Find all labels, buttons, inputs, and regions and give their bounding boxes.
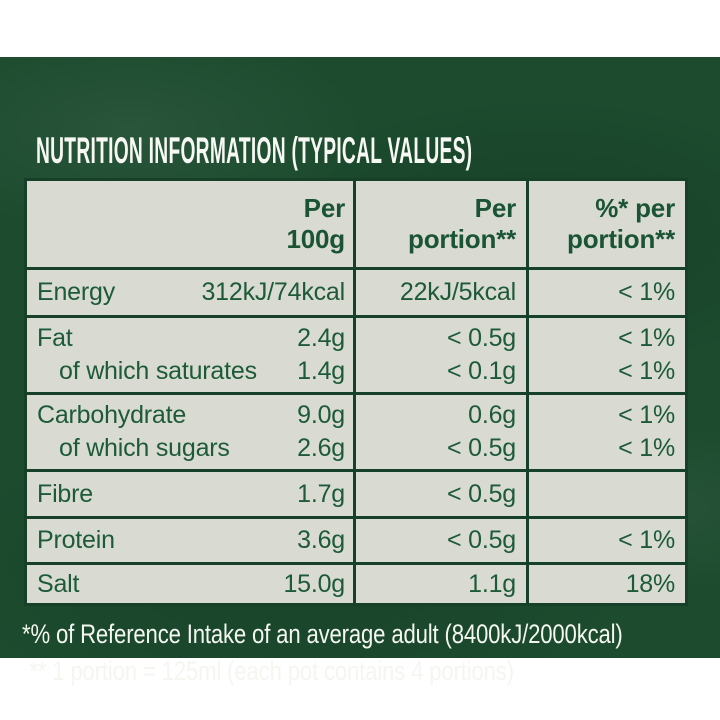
row-label: Fibre: [37, 479, 93, 508]
cell-name-per-100g: Energy 312kJ/74kcal: [27, 270, 353, 315]
table-row-carbohydrate: Carbohydrate 9.0g of which sugars 2.6g 0…: [27, 395, 685, 469]
cell-name-per-100g: Fat 2.4g of which saturates 1.4g: [27, 318, 353, 392]
row-line: Fibre 1.7g: [37, 478, 345, 511]
header-cell-per-portion: Per portion**: [356, 181, 526, 267]
value-per-100g: 2.4g: [297, 324, 345, 352]
value-per-portion: < 0.1g: [446, 357, 516, 385]
value-pct: < 1%: [618, 434, 675, 462]
value-per-portion: < 0.5g: [446, 479, 516, 508]
value-per-portion: 22kJ/5kcal: [399, 278, 516, 306]
value-per-portion: < 0.5g: [446, 434, 516, 462]
row-line: Fat 2.4g: [37, 322, 345, 355]
value-per-portion: < 0.5g: [446, 324, 516, 352]
row-label: Salt: [37, 569, 80, 598]
panel-title: NUTRITION INFORMATION (TYPICAL VALUES): [36, 130, 473, 171]
row-sublabel: of which saturates: [59, 357, 257, 385]
cell-name-per-100g: Salt 15.0g: [27, 565, 353, 603]
value-pct: < 1%: [618, 324, 675, 352]
header-cell-per-100g: Per 100g: [27, 181, 353, 267]
cell-pct: 18%: [529, 565, 685, 603]
header-cell-pct-per-portion: %* per portion**: [529, 181, 685, 267]
value-pct: < 1%: [618, 401, 675, 429]
green-panel: NUTRITION INFORMATION (TYPICAL VALUES) P…: [0, 57, 720, 686]
table-row-fibre: Fibre 1.7g < 0.5g: [27, 472, 685, 516]
cell-per-portion: < 0.5g: [356, 519, 526, 562]
value-per-100g: 1.7g: [297, 479, 345, 508]
cell-pct: < 1%: [529, 519, 685, 562]
footnote-portion-size: ** 1 portion = 125ml (each pot contains …: [29, 656, 514, 686]
footnotes: *% of Reference Intake of an average adu…: [22, 616, 623, 690]
header-line: portion**: [408, 224, 516, 254]
header-line: %* per: [595, 193, 675, 223]
row-line: of which sugars 2.6g: [37, 432, 345, 465]
value-per-portion: 1.1g: [468, 569, 516, 598]
cell-name-per-100g: Fibre 1.7g: [27, 472, 353, 516]
table-row-fat: Fat 2.4g of which saturates 1.4g < 0.5g …: [27, 318, 685, 392]
value-pct: < 1%: [618, 278, 675, 306]
nutrition-table: Per 100g Per portion** %* per portion** …: [24, 178, 688, 606]
cell-per-portion: 22kJ/5kcal: [356, 270, 526, 315]
header-line: 100g: [286, 224, 346, 254]
table-header-row: Per 100g Per portion** %* per portion**: [27, 181, 685, 267]
table-row-energy: Energy 312kJ/74kcal 22kJ/5kcal < 1%: [27, 270, 685, 315]
row-line: of which saturates 1.4g: [37, 355, 345, 388]
value-per-100g: 3.6g: [297, 526, 345, 554]
value-per-100g: 15.0g: [283, 569, 345, 598]
row-sublabel: of which sugars: [59, 434, 230, 462]
row-label: Fat: [37, 324, 73, 352]
row-line: Salt 15.0g: [37, 568, 345, 601]
header-line: Per: [474, 193, 517, 223]
value-per-100g: 312kJ/74kcal: [201, 278, 345, 306]
value-per-100g: 2.6g: [297, 434, 345, 462]
value-pct: < 1%: [618, 526, 675, 554]
cell-pct: < 1%: [529, 270, 685, 315]
footnote-reference-intake: *% of Reference Intake of an average adu…: [22, 619, 623, 649]
cell-pct: < 1% < 1%: [529, 318, 685, 392]
value-pct: [539, 478, 675, 511]
cell-per-portion: < 0.5g: [356, 472, 526, 516]
cell-name-per-100g: Carbohydrate 9.0g of which sugars 2.6g: [27, 395, 353, 469]
cell-name-per-100g: Protein 3.6g: [27, 519, 353, 562]
value-per-portion: < 0.5g: [446, 526, 516, 554]
row-label: Carbohydrate: [37, 401, 187, 429]
header-line: Per: [303, 193, 346, 223]
value-pct: 18%: [625, 569, 676, 598]
header-line: portion**: [567, 224, 675, 254]
value-per-portion: 0.6g: [468, 401, 516, 429]
row-line: Carbohydrate 9.0g: [37, 399, 345, 432]
row-line: Energy 312kJ/74kcal: [37, 276, 345, 309]
value-pct: < 1%: [618, 357, 675, 385]
value-per-100g: 1.4g: [297, 357, 345, 385]
cell-pct: < 1% < 1%: [529, 395, 685, 469]
table-row-salt: Salt 15.0g 1.1g 18%: [27, 565, 685, 603]
row-label: Protein: [37, 526, 115, 554]
table-row-protein: Protein 3.6g < 0.5g < 1%: [27, 519, 685, 562]
cell-per-portion: 1.1g: [356, 565, 526, 603]
cell-per-portion: < 0.5g < 0.1g: [356, 318, 526, 392]
row-line: Protein 3.6g: [37, 524, 345, 557]
row-label: Energy: [37, 278, 116, 306]
cell-per-portion: 0.6g < 0.5g: [356, 395, 526, 469]
cell-pct-empty: [529, 472, 685, 516]
value-per-100g: 9.0g: [297, 401, 345, 429]
